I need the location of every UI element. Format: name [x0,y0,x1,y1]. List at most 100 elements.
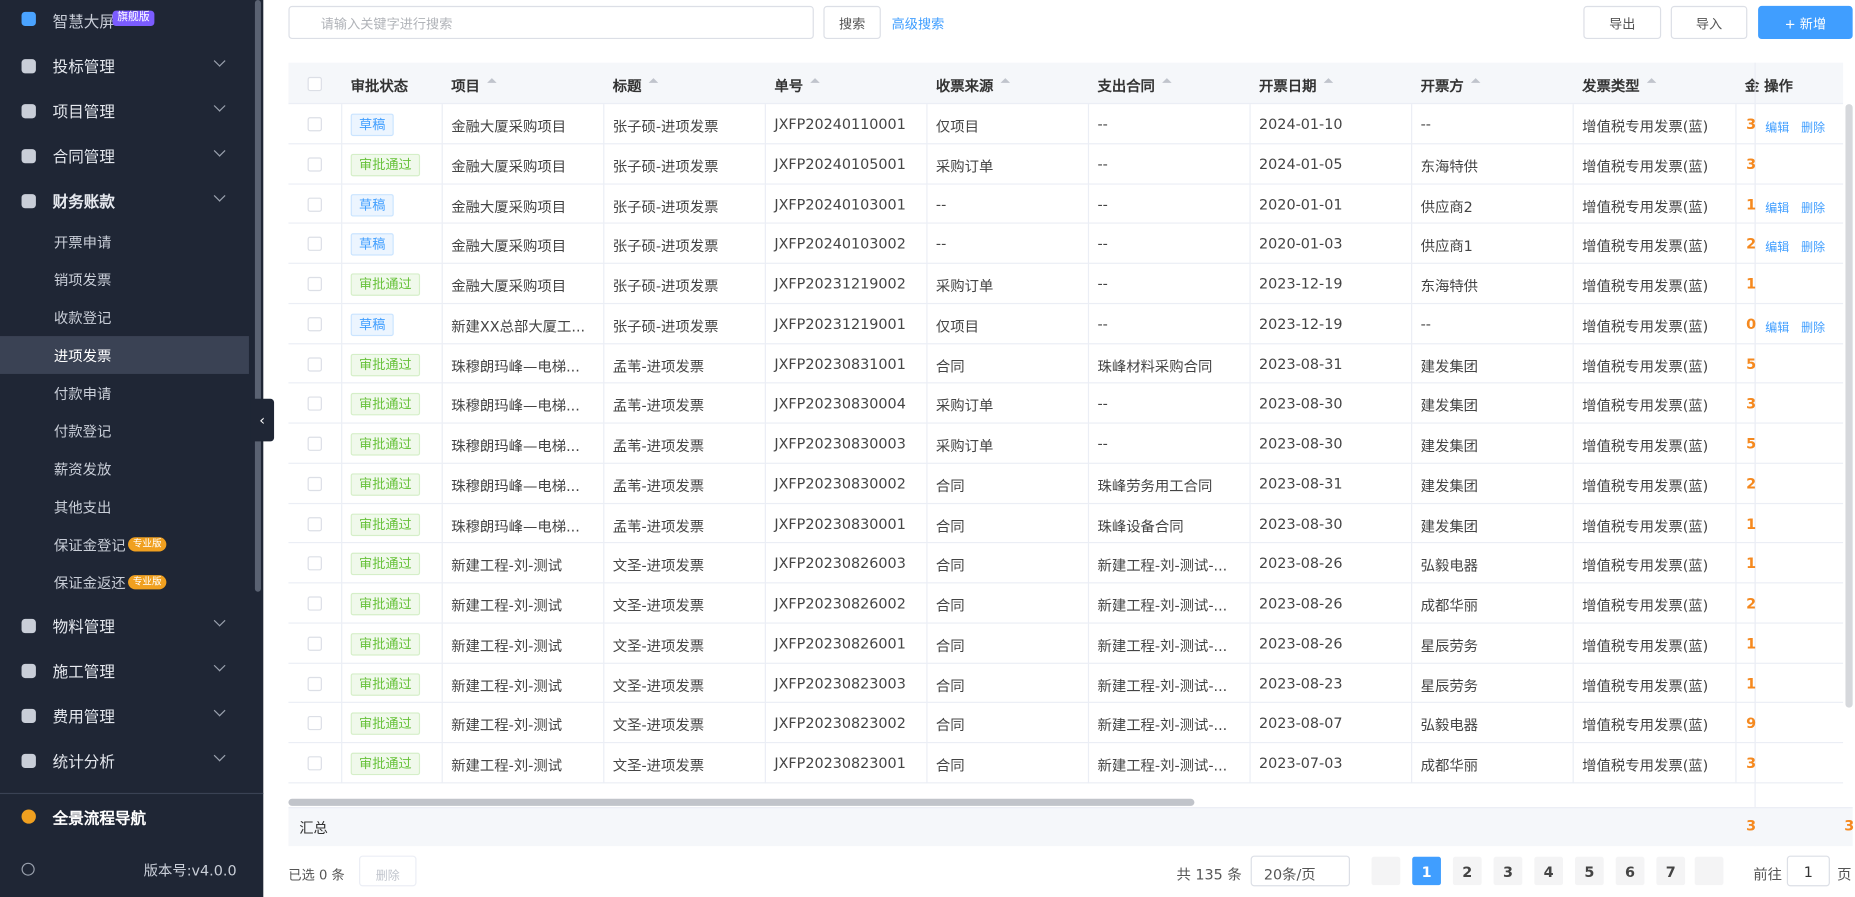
page-size-select[interactable] [1250,855,1350,887]
import-button-label[interactable]: 导入 [1695,16,1723,32]
checkbox[interactable] [307,396,322,411]
checkbox[interactable] [307,596,322,611]
submenu-label[interactable]: 进项发票 [53,347,112,365]
column-header[interactable]: 审批状态 [350,78,409,95]
page-button[interactable] [1534,856,1564,886]
export-button[interactable] [1583,5,1662,40]
next-button[interactable] [1694,856,1724,886]
search-button-label[interactable]: 搜索 [838,16,866,32]
amount: 2 [1746,235,1757,253]
column-header[interactable]: 项目 [451,78,480,95]
checkbox[interactable] [307,756,322,771]
add-button-label[interactable]: + 新增 [1784,16,1827,32]
cell: 金融大厦采购项目 [451,158,567,175]
checkbox[interactable] [307,117,322,132]
checkbox[interactable] [307,636,322,651]
goto-value[interactable]: 1 [1803,863,1813,881]
nav-label[interactable]: 全景流程导航 [52,810,147,829]
column-header[interactable]: 发票类型 [1582,78,1640,95]
v-scrollbar[interactable] [1845,104,1853,708]
checkbox[interactable] [307,157,322,172]
cell-border [1572,543,1574,584]
checkbox[interactable] [307,76,322,92]
submenu-label[interactable]: 其他支出 [53,499,112,516]
cell-border [1572,583,1574,624]
submenu-label[interactable]: 收款登记 [53,310,112,327]
checkbox[interactable] [307,676,322,691]
page-button[interactable] [1574,856,1604,886]
action-link[interactable]: 编辑 [1765,241,1790,255]
page-number[interactable]: 3 [1502,863,1513,881]
submenu-label[interactable]: 销项发票 [53,272,112,289]
collapse-tab[interactable]: ‹ [250,398,275,442]
table-row [288,703,1844,744]
cell-border [1249,463,1251,504]
menu-label[interactable]: 施工管理 [52,663,115,682]
column-header[interactable]: 标题 [612,78,642,95]
action-link[interactable]: 删除 [1801,201,1826,215]
page-number[interactable]: 7 [1665,863,1676,881]
add-button[interactable] [1758,5,1853,40]
submenu-label[interactable]: 付款登记 [53,423,112,441]
page-number[interactable]: 4 [1543,863,1554,881]
menu-label[interactable]: 费用管理 [52,708,115,727]
column-header[interactable]: 开票日期 [1259,78,1317,95]
column-header[interactable]: 操作 [1764,75,1793,96]
submenu-label[interactable]: 开票申请 [53,234,112,251]
page-button[interactable] [1656,856,1686,886]
cell: 孟苇-进项发票 [612,477,705,495]
action-link[interactable]: 编辑 [1765,321,1790,335]
page-number[interactable]: 1 [1421,863,1432,881]
goto-input[interactable] [1786,855,1830,887]
menu-label[interactable]: 项目管理 [52,104,115,122]
submenu-label[interactable]: 付款申请 [53,385,112,403]
checkbox[interactable] [307,716,322,731]
delete-label[interactable]: 删除 [375,869,400,883]
action-link[interactable]: 删除 [1801,241,1826,255]
action-link[interactable]: 编辑 [1765,201,1790,215]
h-scrollbar[interactable] [288,798,1195,806]
checkbox[interactable] [307,356,322,371]
menu-label[interactable]: 财务账款 [52,194,115,212]
action-link[interactable]: 删除 [1801,121,1826,135]
column-header[interactable]: 收票来源 [935,78,994,95]
submenu-label[interactable]: 保证金返还 [53,575,126,592]
import-button[interactable] [1670,5,1748,40]
submenu-label[interactable]: 保证金登记 [53,537,126,554]
prev-button[interactable] [1371,856,1401,886]
checkbox[interactable] [307,556,322,571]
page-number[interactable]: 5 [1584,863,1595,881]
menu-label[interactable]: 统计分析 [52,753,115,772]
checkbox[interactable] [307,476,322,491]
checkbox[interactable] [307,436,322,451]
search-button[interactable] [823,5,881,40]
page-size-label[interactable]: 20条/页 [1263,866,1316,883]
column-header[interactable]: 支出合同 [1097,78,1155,95]
action-link[interactable]: 编辑 [1765,121,1790,135]
delete-button[interactable] [359,855,417,887]
checkbox[interactable] [307,276,322,292]
menu-label[interactable]: 物料管理 [52,618,115,637]
page-number[interactable]: 6 [1625,863,1636,881]
menu-label[interactable]: 投标管理 [52,59,115,77]
column-header[interactable]: 开票方 [1420,78,1464,95]
checkbox[interactable] [307,316,322,332]
menu-label[interactable]: 合同管理 [52,149,115,167]
page-button[interactable] [1493,856,1523,886]
checkbox[interactable] [307,516,322,531]
checkbox[interactable] [307,236,322,252]
search-input[interactable] [288,5,814,40]
action-link[interactable]: 删除 [1801,321,1826,335]
page-number[interactable]: 2 [1462,863,1473,881]
column-header[interactable]: 单号 [774,78,804,95]
checkbox[interactable] [307,197,322,212]
menu-label[interactable]: 智慧大屏 [52,14,115,32]
page-button[interactable] [1615,856,1645,886]
submenu-label[interactable]: 薪资发放 [53,461,112,479]
cell: 建发集团 [1420,397,1479,415]
advanced-search[interactable]: 高级搜索 [891,16,945,32]
page-button[interactable] [1412,856,1441,886]
column-header[interactable]: 金 [1744,78,1760,95]
page-button[interactable] [1452,856,1482,886]
export-button-label[interactable]: 导出 [1609,16,1636,32]
